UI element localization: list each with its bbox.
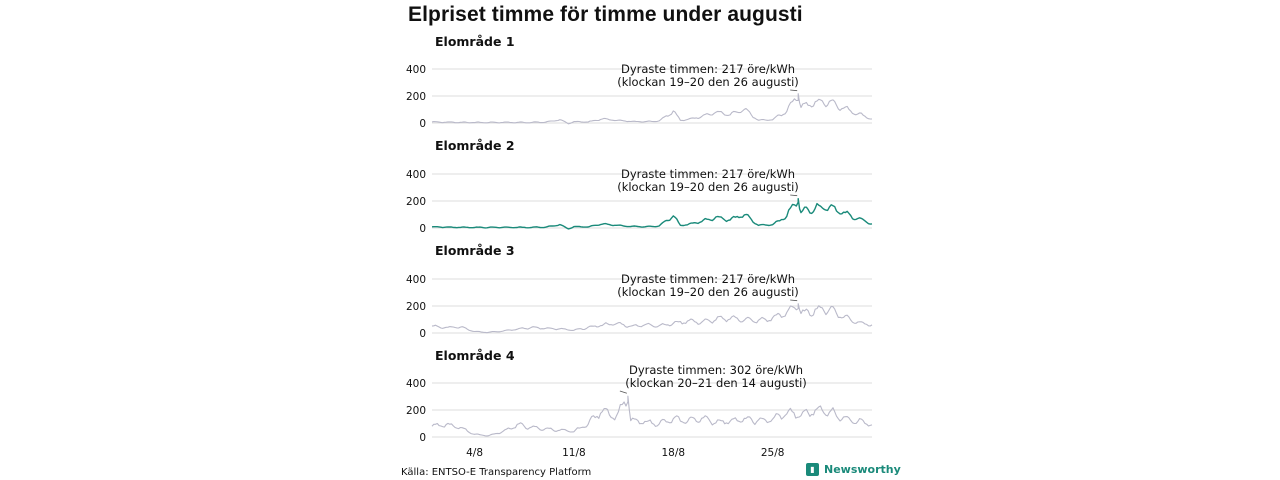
series-line-4 bbox=[431, 395, 873, 437]
y-tick-label: 200 bbox=[406, 405, 426, 417]
panel-title-elomrade-2: Elområde 2 bbox=[435, 138, 515, 153]
newsworthy-logo-icon: ▮ bbox=[806, 463, 819, 476]
panel-title-elomrade-4: Elområde 4 bbox=[435, 348, 515, 363]
y-tick-label: 400 bbox=[406, 169, 426, 181]
x-tick-label: 11/8 bbox=[562, 447, 586, 459]
annotation-line-1: Dyraste timmen: 217 öre/kWh bbox=[621, 272, 795, 286]
source-label: Källa: ENTSO-E Transparency Platform bbox=[401, 467, 592, 478]
panel-title-elomrade-3: Elområde 3 bbox=[435, 243, 515, 258]
y-tick-label: 0 bbox=[419, 432, 426, 444]
panel-title-elomrade-1: Elområde 1 bbox=[435, 34, 515, 49]
y-tick-label: 400 bbox=[406, 274, 426, 286]
annotation-line-1: Dyraste timmen: 217 öre/kWh bbox=[621, 167, 795, 181]
y-tick-label: 200 bbox=[406, 196, 426, 208]
brand-name: Newsworthy bbox=[824, 463, 901, 476]
annotation-leader bbox=[790, 89, 798, 92]
y-tick-label: 200 bbox=[406, 301, 426, 313]
x-tick-label: 18/8 bbox=[661, 447, 685, 459]
annotation-line-2: (klockan 19–20 den 26 augusti) bbox=[617, 180, 799, 194]
y-tick-label: 400 bbox=[406, 378, 426, 390]
newsworthy-brand[interactable]: ▮ Newsworthy bbox=[806, 463, 901, 476]
annotation-line-2: (klockan 19–20 den 26 augusti) bbox=[617, 285, 799, 299]
y-tick-label: 400 bbox=[406, 64, 426, 76]
annotation-leader bbox=[790, 194, 798, 197]
annotation-line-2: (klockan 19–20 den 26 augusti) bbox=[617, 75, 799, 89]
y-tick-label: 0 bbox=[419, 223, 426, 235]
chart-title: Elpriset timme för timme under augusti bbox=[408, 3, 803, 26]
annotation-leader bbox=[619, 390, 627, 394]
x-tick-label: 25/8 bbox=[761, 447, 785, 459]
y-tick-label: 0 bbox=[419, 328, 426, 340]
series-line-1 bbox=[431, 93, 872, 125]
x-tick-label: 4/8 bbox=[466, 447, 483, 459]
annotation-line-2: (klockan 20–21 den 14 augusti) bbox=[625, 376, 807, 390]
series-line-2 bbox=[431, 198, 873, 230]
y-tick-label: 0 bbox=[419, 118, 426, 130]
annotation-line-1: Dyraste timmen: 302 öre/kWh bbox=[629, 363, 803, 377]
series-line-3 bbox=[431, 303, 873, 334]
y-tick-label: 200 bbox=[406, 91, 426, 103]
annotation-line-1: Dyraste timmen: 217 öre/kWh bbox=[621, 62, 795, 76]
annotation-leader bbox=[790, 299, 798, 302]
